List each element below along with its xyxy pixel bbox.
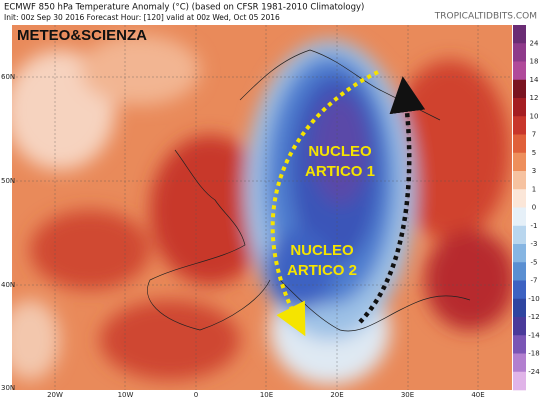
- colorbar-label: 12: [530, 94, 539, 102]
- colorbar-cell: [513, 317, 526, 336]
- colorbar-cell: [513, 152, 526, 172]
- colorbar-cell: [513, 189, 526, 208]
- colorbar-cell: [513, 244, 526, 263]
- anomaly-field: [12, 25, 512, 390]
- label-nucleus-2: ARTICO 2: [287, 262, 357, 279]
- colorbar-cell: [513, 207, 526, 227]
- map-title: ECMWF 850 hPa Temperature Anomaly (°C) (…: [4, 3, 364, 13]
- longitude-label: 0: [194, 391, 198, 399]
- colorbar-cell: [513, 280, 526, 300]
- latitude-label: 50N: [1, 177, 15, 185]
- watermark: METEO&SCIENZA: [17, 27, 147, 44]
- colorbar-label: -12: [528, 313, 539, 321]
- colorbar-label: 5: [532, 149, 536, 157]
- latitude-label: 60N: [1, 73, 15, 81]
- colorbar-label: 14: [530, 76, 539, 84]
- site-name: TROPICALTIDBITS.COM: [434, 12, 537, 22]
- colorbar-label: 24: [530, 39, 539, 47]
- colorbar-label: -5: [531, 258, 538, 266]
- colorbar-label: 18: [530, 58, 539, 66]
- colorbar-cell: [513, 25, 526, 44]
- longitude-label: 20E: [330, 391, 343, 399]
- colorbar-cell: [513, 371, 526, 391]
- colorbar-label: 1: [532, 185, 536, 193]
- longitude-label: 10E: [260, 391, 273, 399]
- longitude-label: 20W: [47, 391, 63, 399]
- label-nucleus-2: NUCLEO: [290, 242, 354, 259]
- colorbar-cell: [513, 98, 526, 117]
- colorbar-cell: [513, 61, 526, 81]
- colorbar-label: 3: [532, 167, 536, 175]
- latitude-label: 40N: [1, 281, 15, 289]
- colorbar-cell: [513, 134, 526, 154]
- longitude-label: 30E: [401, 391, 414, 399]
- colorbar-label: 0: [532, 204, 536, 212]
- label-nucleus-1: NUCLEO: [308, 143, 372, 160]
- colorbar-label: -14: [528, 331, 540, 339]
- colorbar-cell: [513, 298, 526, 318]
- colorbar-label: -1: [531, 222, 538, 230]
- colorbar-label: -3: [531, 240, 538, 248]
- latitude-label: 30N: [1, 384, 15, 392]
- colorbar-cell: [513, 353, 526, 373]
- label-nucleus-1: ARTICO 1: [305, 163, 375, 180]
- axis-labels: 60N 50N 40N 30N 20W 10W 0 10E 20E 30E 40E: [1, 73, 485, 399]
- colorbar-label: 7: [532, 131, 536, 139]
- colorbar-cell: [513, 171, 526, 190]
- colorbar-cell: [513, 225, 526, 245]
- colorbar-cell: [513, 262, 526, 281]
- colorbar-label: -10: [528, 295, 539, 303]
- colorbar-label: -18: [528, 350, 539, 358]
- colorbar-label: -7: [531, 277, 538, 285]
- colorbar-label: 10: [530, 112, 539, 120]
- colorbar-cell: [513, 116, 526, 135]
- longitude-label: 40E: [471, 391, 484, 399]
- colorbar-cell: [513, 79, 526, 99]
- arrow-yellow: [270, 70, 379, 337]
- map-subtitle: Init: 00z Sep 30 2016 Forecast Hour: [12…: [4, 13, 280, 22]
- arrow-black: [358, 76, 426, 324]
- longitude-label: 10W: [118, 391, 134, 399]
- colorbar-label: -24: [528, 368, 540, 376]
- colorbar-cell: [513, 43, 526, 62]
- colorbar-cell: [513, 335, 526, 354]
